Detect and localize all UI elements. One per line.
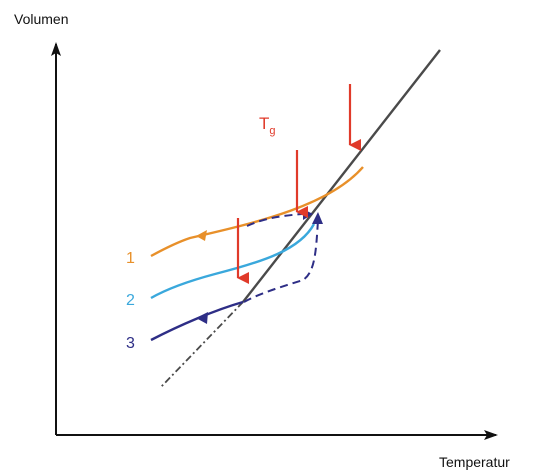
curve-1-arrow	[196, 230, 207, 241]
dashed-path-annealing	[246, 213, 303, 227]
dashed-path-recovery-arrowhead	[312, 212, 323, 224]
tg-label: Tg	[259, 114, 276, 137]
y-axis-label: Volumen	[14, 11, 68, 27]
curve-3-arrow	[196, 312, 208, 324]
x-axis-label: Temperatur	[439, 454, 510, 470]
dashed-path-recovery	[243, 219, 319, 303]
curve-3-label: 3	[126, 335, 135, 352]
curve-2-label: 2	[126, 292, 135, 309]
curve-2	[150, 223, 316, 300]
liquid-line	[242, 49, 441, 303]
curve-3	[150, 300, 244, 342]
curve-1	[150, 166, 364, 258]
curve-1-label: 1	[126, 250, 135, 267]
extrapolation-line	[159, 301, 244, 389]
